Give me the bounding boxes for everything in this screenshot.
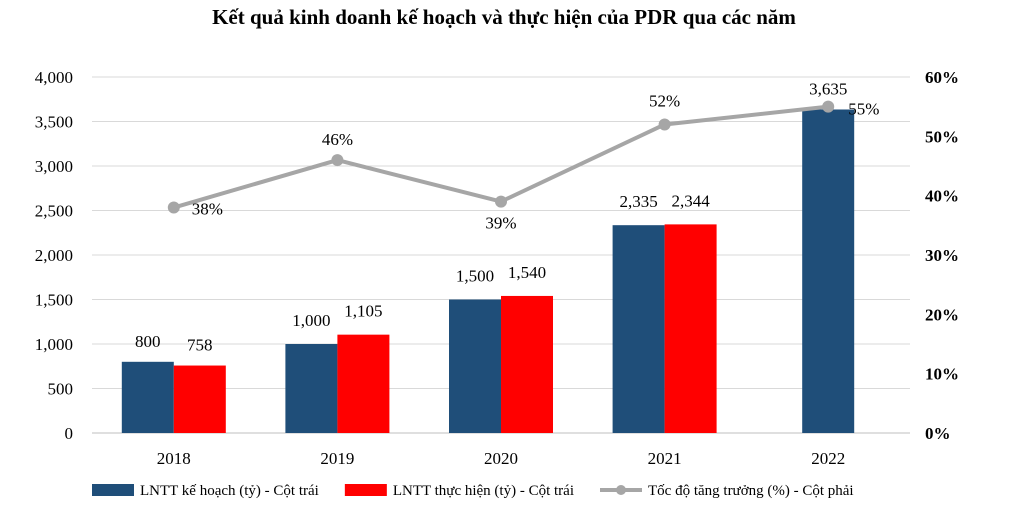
bar-data-label: 2,335 [619, 192, 657, 211]
left-axis: 0 500 1,000 1,500 2,000 2,500 3,000 3,500 4,000 [35, 68, 73, 443]
right-tick-label: 60% [925, 68, 959, 87]
legend-label: LNTT kế hoạch (tỷ) - Cột trái [140, 483, 319, 499]
left-tick-label: 1,500 [35, 291, 73, 310]
bar-series [121, 109, 855, 434]
gridlines [92, 76, 910, 434]
left-tick-label: 3,500 [35, 113, 73, 132]
right-tick-label: 30% [925, 246, 959, 265]
bar-data-label: 758 [187, 336, 213, 355]
line-data-label: 52% [649, 91, 680, 110]
legend-swatch [344, 484, 387, 496]
x-tick-label: 2022 [811, 449, 845, 468]
right-tick-label: 10% [925, 365, 959, 384]
left-tick-label: 2,000 [35, 246, 73, 265]
bar [612, 225, 665, 433]
line-data-label: 55% [848, 100, 879, 119]
bar-data-label: 1,105 [344, 302, 382, 321]
bar [173, 365, 226, 433]
right-tick-label: 0% [925, 424, 951, 443]
legend-swatch [92, 484, 134, 496]
chart-title: Kết quả kinh doanh kế hoạch và thực hiện… [212, 5, 796, 29]
left-tick-label: 4,000 [35, 68, 73, 87]
right-tick-label: 40% [925, 187, 959, 206]
bar [664, 224, 717, 433]
right-axis: 0% 10% 20% 30% 40% 50% 60% [925, 68, 959, 443]
bar-data-label: 1,500 [456, 267, 494, 286]
left-tick-label: 1,000 [35, 335, 73, 354]
line-point [658, 118, 671, 131]
right-tick-label: 20% [925, 305, 959, 324]
line-point [822, 100, 835, 113]
line-point [331, 154, 344, 167]
bar-data-label: 1,540 [508, 263, 546, 282]
bar-data-label: 2,344 [671, 191, 710, 210]
bar [501, 295, 553, 433]
right-tick-label: 50% [925, 127, 959, 146]
line-point [167, 201, 180, 214]
bar [802, 109, 855, 434]
data-labels: 800 758 1,000 1,105 1,500 1,540 2,335 2,344 3,63… [135, 79, 879, 354]
x-tick-label: 2020 [484, 449, 518, 468]
x-tick-label: 2019 [320, 449, 354, 468]
legend-swatch-marker [616, 485, 626, 495]
legend-label: LNTT thực hiện (tỷ) - Cột trái [393, 483, 574, 499]
left-tick-label: 3,000 [35, 157, 73, 176]
bar-data-label: 1,000 [292, 311, 330, 330]
line-data-label: 46% [322, 130, 353, 149]
bar-data-label: 800 [135, 332, 161, 351]
line-data-label: 38% [192, 200, 223, 219]
bar [121, 361, 174, 433]
bar [449, 299, 501, 433]
x-tick-label: 2018 [157, 449, 191, 468]
legend: LNTT kế hoạch (tỷ) - Cột trái LNTT thực h… [92, 483, 854, 499]
left-tick-label: 2,500 [35, 202, 73, 221]
left-tick-label: 0 [65, 424, 74, 443]
x-tick-label: 2021 [648, 449, 682, 468]
bar-data-label: 3,635 [809, 79, 847, 98]
legend-label: Tốc độ tăng trưởng (%) - Cột phải [648, 483, 854, 499]
line-point [495, 195, 507, 208]
line-data-label: 39% [485, 214, 516, 233]
bar [285, 344, 338, 433]
x-axis: 2018 2019 2020 2021 2022 [157, 449, 845, 468]
left-tick-label: 500 [48, 380, 74, 399]
bar [337, 334, 390, 433]
line-series [167, 100, 835, 214]
